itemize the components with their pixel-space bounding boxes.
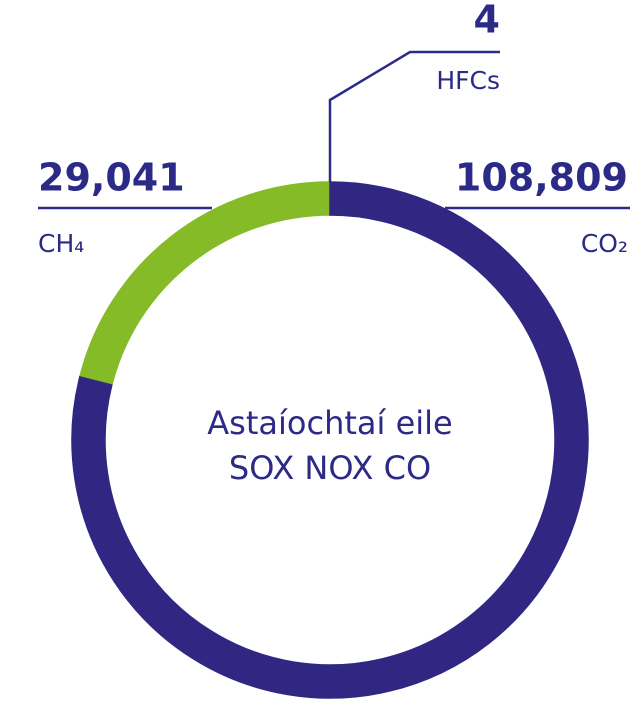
- value-label: 4: [474, 0, 500, 42]
- center-text: SOX NOX CO: [229, 449, 431, 487]
- donut-slice: [71, 181, 589, 699]
- value-label: 108,809: [455, 156, 628, 200]
- value-label: 29,041: [38, 156, 185, 200]
- legend-label: CO₂: [581, 229, 628, 258]
- legend-label: CH₄: [38, 229, 84, 258]
- leader-line: [328, 50, 500, 182]
- center-text: Astaíochtaí eile: [207, 404, 452, 442]
- donut-slice: [78, 181, 331, 386]
- legend-label: HFCs: [436, 66, 500, 95]
